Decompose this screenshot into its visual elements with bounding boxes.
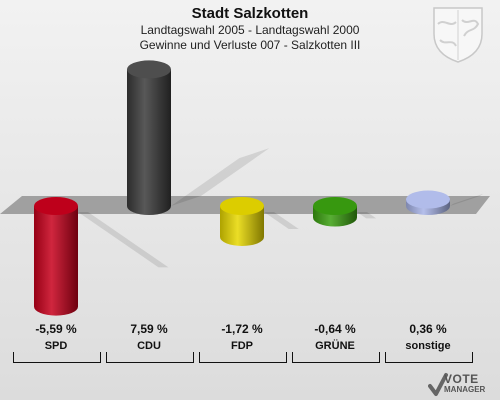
chart-subtitle-1: Landtagswahl 2005 - Landtagswahl 2000: [140, 23, 360, 37]
bar-sonstige: [406, 190, 450, 215]
bar-shadow-4: [450, 193, 484, 206]
value-label: -0,64 %: [314, 322, 356, 336]
bar-chart: [0, 60, 490, 316]
bar-shadow-3: [357, 212, 377, 219]
checkmark-icon: [428, 373, 448, 396]
category-label: FDP: [231, 340, 253, 352]
category-bracket: [292, 352, 380, 363]
bar-spd: [34, 197, 78, 316]
vote-manager-logo: VOTE MANAGER: [428, 372, 500, 398]
chart-subtitle-2: Gewinne und Verluste 007 - Salzkotten II…: [139, 38, 361, 52]
chart-title: Stadt Salzkotten: [191, 5, 309, 22]
category-label: GRÜNE: [315, 340, 355, 352]
category-label: sonstige: [405, 340, 451, 352]
bar-shadow-1: [171, 148, 270, 206]
bar-shadow-2: [264, 212, 299, 230]
value-label: 0,36 %: [409, 322, 447, 336]
category-label: SPD: [44, 340, 68, 352]
category-bracket: [106, 352, 194, 363]
bar-fdp: [220, 197, 264, 246]
bar-shadow-0: [78, 212, 169, 268]
value-label: -5,59 %: [35, 322, 77, 336]
coat-of-arms-icon: [433, 7, 483, 63]
category-bracket: [199, 352, 287, 363]
value-label: 7,59 %: [130, 322, 168, 336]
logo-text-manager: MANAGER: [444, 385, 486, 394]
category-bracket: [13, 352, 101, 363]
category-label: CDU: [137, 340, 161, 352]
logo-text-vote: VOTE: [444, 372, 479, 386]
category-bracket: [385, 352, 473, 363]
bar-cdu: [127, 60, 171, 215]
bar-gr-ne: [313, 197, 357, 227]
value-label: -1,72 %: [221, 322, 263, 336]
